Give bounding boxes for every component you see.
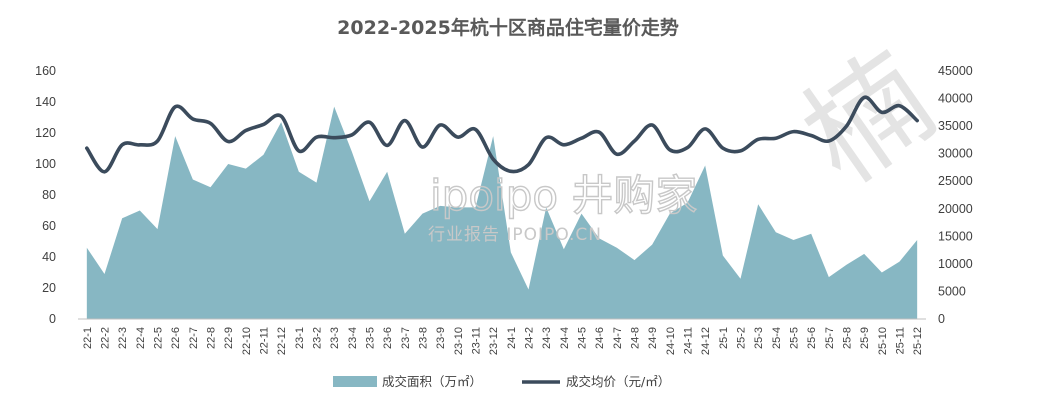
x-tick-label: 23-12: [488, 327, 500, 355]
x-tick-label: 25-11: [895, 327, 907, 354]
x-tick-label: 22-7: [188, 327, 200, 349]
x-tick-label: 23-11: [471, 327, 483, 354]
y-left-tick-label: 160: [35, 64, 56, 78]
x-tick-label: 25-2: [736, 327, 748, 349]
x-tick-label: 24-7: [612, 327, 624, 349]
y-right-tick-label: 10000: [938, 257, 973, 271]
x-tick-label: 25-4: [771, 327, 783, 349]
y-axis-right: 0 5000 10000 15000 20000 25000 30000 35000 40000…: [938, 64, 973, 326]
y-axis-left: 0 20 40 60 80 100 120 140 160: [35, 64, 56, 326]
watermark-site: 行业报告 IPOIPO.CN: [428, 225, 602, 245]
x-tick-label: 22-10: [241, 327, 253, 355]
x-tick-label: 25-7: [824, 327, 836, 349]
x-tick-label: 22-5: [153, 327, 165, 349]
y-left-tick-label: 100: [35, 157, 56, 171]
x-tick-label: 22-11: [259, 327, 271, 354]
x-tick-label: 24-4: [559, 327, 571, 349]
y-right-tick-label: 40000: [938, 92, 973, 106]
y-left-tick-label: 140: [35, 95, 56, 109]
y-left-tick-label: 20: [42, 281, 56, 295]
x-tick-label: 23-8: [418, 327, 430, 349]
x-tick-label: 22-6: [170, 327, 182, 349]
x-tick-label: 23-7: [400, 327, 412, 349]
x-tick-label: 25-12: [912, 327, 924, 355]
x-tick-label: 24-5: [577, 327, 589, 349]
y-right-tick-label: 15000: [938, 229, 973, 243]
legend-label-line: 成交均价（元/㎡）: [566, 374, 670, 389]
x-tick-label: 24-8: [630, 327, 642, 349]
x-tick-label: 25-9: [859, 327, 871, 349]
x-axis: 22-1 22-2 22-3 22-4 22-5 22-6 22-7 22-8 22-9 22-1…: [82, 327, 924, 355]
x-tick-label: 23-6: [382, 327, 394, 349]
y-right-tick-label: 20000: [938, 202, 973, 216]
chart-title: 2022-2025年杭十区商品住宅量价走势: [337, 16, 679, 39]
x-tick-label: 23-10: [453, 327, 465, 355]
plot-area: [78, 95, 926, 320]
x-tick-label: 22-12: [276, 327, 288, 355]
y-right-tick-label: 0: [938, 312, 945, 326]
x-tick-label: 24-10: [665, 327, 677, 355]
x-tick-label: 22-1: [82, 327, 94, 349]
y-left-tick-label: 80: [42, 188, 56, 202]
x-tick-label: 24-11: [683, 327, 695, 354]
y-left-tick-label: 0: [49, 312, 56, 326]
x-tick-label: 23-3: [329, 327, 341, 349]
watermark-corner: 楠: [780, 28, 958, 211]
y-right-tick-label: 5000: [938, 284, 966, 298]
x-tick-label: 22-4: [135, 327, 147, 349]
series-line-price: [85, 95, 919, 174]
x-tick-label: 24-1: [506, 327, 518, 349]
legend-swatch-area: [333, 376, 377, 387]
x-tick-label: 25-10: [877, 327, 889, 355]
x-tick-label: 24-2: [524, 327, 536, 349]
x-tick-label: 25-8: [842, 327, 854, 349]
x-tick-label: 25-6: [806, 327, 818, 349]
x-tick-label: 24-12: [700, 327, 712, 355]
x-tick-label: 24-3: [541, 327, 553, 349]
x-tick-label: 22-9: [223, 327, 235, 349]
y-right-tick-label: 35000: [938, 119, 973, 133]
y-right-tick-label: 30000: [938, 147, 973, 161]
y-right-tick-label: 25000: [938, 174, 973, 188]
watermark-brand: ipoipo 井购家: [430, 171, 697, 220]
y-right-tick-label: 45000: [938, 64, 973, 78]
x-tick-label: 22-2: [100, 327, 112, 349]
x-tick-label: 23-9: [435, 327, 447, 349]
y-left-tick-label: 60: [42, 219, 56, 233]
x-tick-label: 24-9: [647, 327, 659, 349]
legend-label-area: 成交面积（万㎡）: [382, 374, 482, 389]
x-tick-label: 22-3: [117, 327, 129, 349]
y-left-tick-label: 40: [42, 250, 56, 264]
x-tick-label: 25-5: [789, 327, 801, 349]
legend: 成交面积（万㎡） 成交均价（元/㎡）: [333, 374, 670, 389]
x-tick-label: 22-8: [206, 327, 218, 349]
x-tick-label: 25-3: [753, 327, 765, 349]
x-tick-label: 25-1: [718, 327, 730, 349]
x-tick-label: 24-6: [594, 327, 606, 349]
x-tick-label: 23-1: [294, 327, 306, 349]
x-tick-label: 23-2: [312, 327, 324, 349]
watermark-center: ipoipo 井购家 行业报告 IPOIPO.CN: [428, 170, 698, 245]
y-left-tick-label: 120: [35, 126, 56, 140]
x-tick-label: 23-5: [365, 327, 377, 349]
x-tick-label: 23-4: [347, 327, 359, 349]
series-area-fill: [86, 106, 918, 320]
